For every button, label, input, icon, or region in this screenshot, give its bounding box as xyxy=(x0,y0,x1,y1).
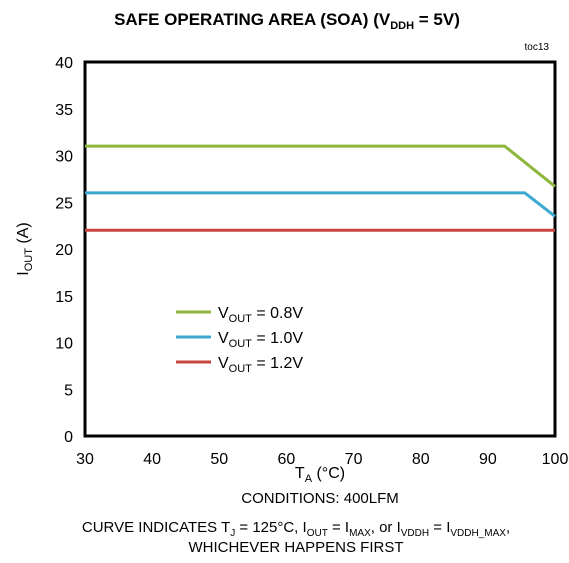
y-axis-ticks: 0 5 10 15 20 25 30 35 40 xyxy=(55,55,73,446)
legend: VOUT = 0.8V VOUT = 1.0V VOUT = 1.2V xyxy=(170,300,330,376)
series-line-0.8v xyxy=(85,144,556,188)
x-tick-label: 70 xyxy=(345,451,363,468)
x-tick-label: 40 xyxy=(143,451,161,468)
y-axis-label: IOUT (A) xyxy=(15,222,35,275)
legend-label-0.8v: VOUT = 0.8V xyxy=(218,305,303,325)
x-tick-label: 90 xyxy=(479,451,497,468)
x-tick-label: 80 xyxy=(412,451,430,468)
y-tick-label: 25 xyxy=(55,195,73,212)
y-tick-label: 30 xyxy=(55,149,73,166)
chart-title: SAFE OPERATING AREA (SOA) (VDDH = 5V) xyxy=(114,10,460,32)
y-tick-label: 15 xyxy=(55,289,73,306)
series-lines xyxy=(85,144,556,232)
curve-indicates-note: CURVE INDICATES TJ = 125°C, IOUT = IMAX,… xyxy=(82,519,510,539)
y-tick-label: 20 xyxy=(55,242,73,259)
conditions-note: CONDITIONS: 400LFM xyxy=(241,490,399,507)
y-tick-label: 10 xyxy=(55,336,73,353)
x-axis-label: TA (°C) xyxy=(295,465,345,485)
legend-label-1.0v: VOUT = 1.0V xyxy=(218,330,303,350)
y-tick-label: 40 xyxy=(55,55,73,72)
legend-label-1.2v: VOUT = 1.2V xyxy=(218,355,303,375)
x-tick-label: 60 xyxy=(278,451,296,468)
y-tick-label: 5 xyxy=(64,382,73,399)
x-tick-label: 30 xyxy=(76,451,94,468)
figure-tag: toc13 xyxy=(525,42,550,53)
y-tick-label: 0 xyxy=(64,429,73,446)
y-tick-label: 35 xyxy=(55,102,73,119)
x-axis-ticks: 30 40 50 60 70 80 90 100 xyxy=(76,451,568,468)
x-tick-label: 100 xyxy=(542,451,569,468)
plot-frame xyxy=(83,60,557,438)
x-tick-label: 50 xyxy=(210,451,228,468)
whichever-note: WHICHEVER HAPPENS FIRST xyxy=(188,539,403,556)
series-line-1.0v xyxy=(85,191,556,218)
